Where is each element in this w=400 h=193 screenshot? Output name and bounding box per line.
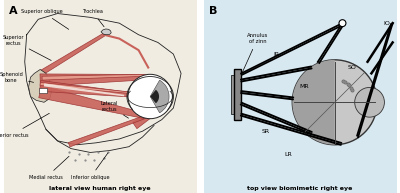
Text: lateral view human right eye: lateral view human right eye — [49, 186, 151, 191]
Polygon shape — [101, 29, 111, 35]
Circle shape — [292, 60, 377, 145]
Text: Inferior oblique: Inferior oblique — [71, 153, 110, 180]
Text: SO: SO — [348, 65, 356, 70]
Polygon shape — [40, 74, 144, 86]
Text: Medial rectus: Medial rectus — [29, 156, 69, 180]
Polygon shape — [28, 69, 52, 102]
Text: Superior
rectus: Superior rectus — [2, 35, 51, 60]
Polygon shape — [132, 103, 167, 129]
Text: top view biomimetic right eye: top view biomimetic right eye — [247, 186, 353, 191]
Polygon shape — [40, 80, 129, 97]
Text: SR: SR — [261, 129, 269, 134]
Bar — [39, 88, 47, 93]
Circle shape — [128, 74, 172, 119]
Text: Superior oblique: Superior oblique — [21, 9, 69, 29]
Polygon shape — [40, 82, 129, 93]
Polygon shape — [39, 86, 145, 119]
Text: B: B — [209, 6, 218, 16]
Text: MR: MR — [299, 84, 309, 89]
Text: Trochlea: Trochlea — [82, 9, 104, 27]
Circle shape — [355, 87, 384, 117]
Text: Annulus
of zinn: Annulus of zinn — [241, 33, 268, 75]
Text: Lateral
rectus: Lateral rectus — [101, 101, 128, 118]
Bar — [234, 69, 241, 120]
Polygon shape — [42, 74, 146, 80]
Text: LR: LR — [284, 152, 292, 157]
Circle shape — [339, 20, 346, 27]
Polygon shape — [44, 83, 124, 96]
Wedge shape — [150, 90, 159, 103]
Wedge shape — [292, 60, 335, 145]
Text: IO: IO — [384, 21, 391, 26]
Text: A: A — [9, 6, 18, 16]
Wedge shape — [150, 80, 169, 113]
Text: Inferior rectus: Inferior rectus — [0, 113, 49, 138]
Polygon shape — [68, 115, 147, 147]
Text: Sphenoid
bone: Sphenoid bone — [0, 72, 34, 83]
Polygon shape — [41, 33, 105, 74]
Text: IR: IR — [274, 52, 280, 57]
Bar — [232, 75, 234, 114]
